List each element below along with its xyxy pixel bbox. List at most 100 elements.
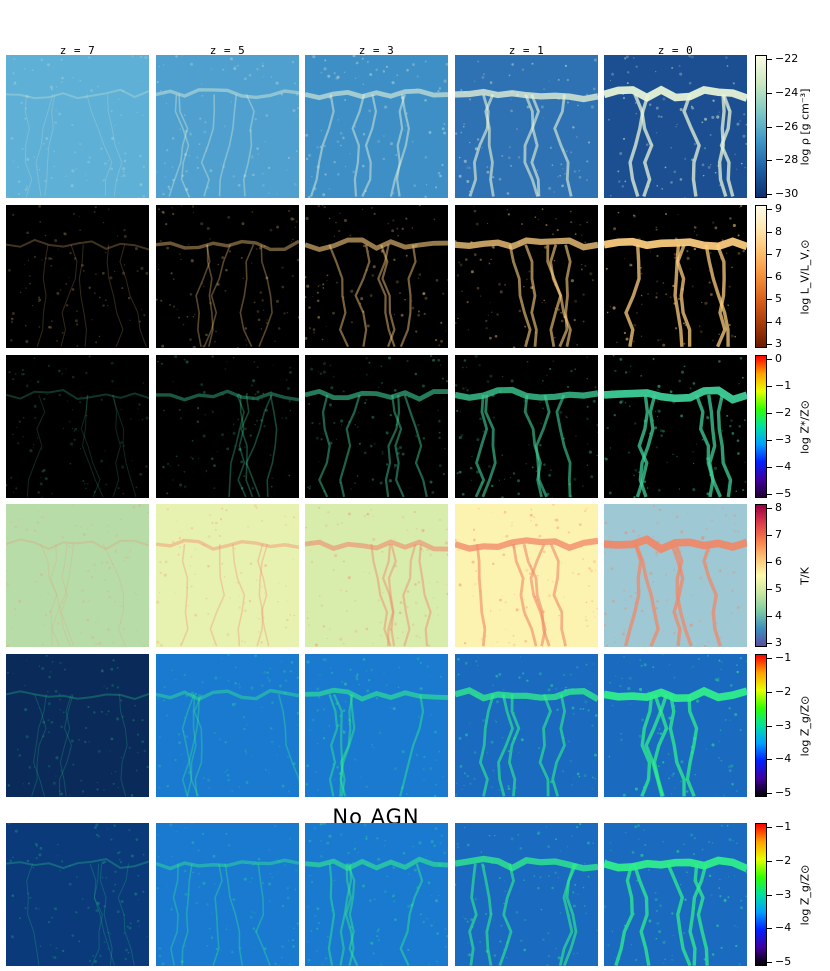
- colorbar-tick-label: 3: [775, 337, 782, 350]
- colorbar-tick-mark: [766, 860, 772, 862]
- colorbar-tick-label: 4: [775, 609, 782, 622]
- colorbar-tick-mark: [766, 643, 772, 644]
- colorbar-tick-label: 7: [775, 247, 782, 260]
- colorbar-tick-mark: [766, 440, 772, 441]
- panel-temperature-col4: [604, 504, 747, 647]
- colorbar-tick-mark: [766, 793, 772, 794]
- colorbar-tick-mark: [766, 160, 772, 162]
- panel-gas-density-col4: [604, 55, 747, 198]
- panel-stellar-luminosity-col3: [455, 205, 598, 348]
- panel-gas-metallicity-no-agn-col3: [455, 823, 598, 966]
- colorbar-tick-label: 4: [775, 314, 782, 328]
- colorbar-tick-mark: [766, 616, 772, 617]
- column-label-z5: z = 5: [209, 44, 246, 57]
- colorbar-tick-label: −2: [775, 684, 792, 698]
- panel-gas-density-col1: [156, 55, 299, 198]
- colorbar-tick-label: −1: [775, 651, 792, 664]
- column-label-z0: z = 0: [657, 44, 694, 57]
- column-label-z7: z = 7: [59, 44, 96, 57]
- colorbar-tick-mark: [766, 494, 772, 495]
- panel-stellar-luminosity-col0: [6, 205, 149, 348]
- colorbar-tick-label: −5: [775, 487, 792, 500]
- column-label-z3: z = 3: [358, 44, 395, 57]
- colorbar-tick-label: −26: [775, 119, 799, 133]
- colorbar-tick-label: −4: [775, 752, 792, 766]
- colorbar-tick-mark: [766, 508, 772, 509]
- panel-gas-density-col2: [305, 55, 448, 198]
- colorbar-tick-mark: [766, 658, 772, 659]
- panel-gas-metallicity-col3: [455, 654, 598, 797]
- colorbar-tick-mark: [766, 359, 772, 360]
- colorbar-tick-label: −30: [775, 187, 799, 200]
- colorbar-tick-mark: [766, 254, 772, 255]
- colorbar-tick-label: −3: [775, 433, 792, 446]
- colorbar-tick-mark: [766, 344, 772, 345]
- colorbar-tick-mark: [766, 92, 772, 94]
- panel-gas-metallicity-col4: [604, 654, 747, 797]
- colorbar-tick-mark: [766, 386, 772, 387]
- panel-stellar-metallicity-col1: [156, 355, 299, 498]
- colorbar-tick-label: 7: [775, 528, 782, 541]
- colorbar-tick-mark: [766, 231, 772, 233]
- colorbar-tick-label: 6: [775, 269, 782, 283]
- colorbar-tick-mark: [766, 209, 772, 210]
- colorbar-tick-mark: [766, 827, 772, 828]
- colorbar-tick-mark: [766, 725, 772, 727]
- colorbar-temperature: [755, 504, 767, 647]
- colorbar-tick-mark: [766, 962, 772, 963]
- colorbar-tick-mark: [766, 126, 772, 128]
- column-label-z1: z = 1: [508, 44, 545, 57]
- colorbar-tick-mark: [766, 299, 772, 300]
- panel-gas-density-col0: [6, 55, 149, 198]
- panel-gas-metallicity-col2: [305, 654, 448, 797]
- colorbar-tick-label: 3: [775, 636, 782, 649]
- colorbar-tick-mark: [766, 276, 772, 278]
- panel-gas-metallicity-col0: [6, 654, 149, 797]
- colorbar-tick-label: −2: [775, 406, 792, 419]
- panel-gas-density-col3: [455, 55, 598, 198]
- colorbar-tick-label: −5: [775, 955, 792, 968]
- colorbar-tick-mark: [766, 59, 772, 60]
- panel-stellar-luminosity-col2: [305, 205, 448, 348]
- colorbar-tick-mark: [766, 413, 772, 414]
- panel-gas-metallicity-no-agn-col2: [305, 823, 448, 966]
- colorbar-tick-label: 8: [775, 501, 782, 514]
- colorbar-tick-label: −28: [775, 153, 799, 167]
- colorbar-tick-mark: [766, 535, 772, 536]
- colorbar-tick-label: 6: [775, 555, 782, 568]
- colorbar-tick-label: 5: [775, 292, 782, 305]
- colorbar-tick-mark: [766, 894, 772, 896]
- colorbar-tick-mark: [766, 562, 772, 563]
- colorbar-tick-mark: [766, 467, 772, 468]
- colorbar-tick-label: 0: [775, 352, 782, 365]
- colorbar-tick-mark: [766, 194, 772, 195]
- colorbar-tick-label: −24: [775, 85, 799, 99]
- colorbar-tick-label: −3: [775, 887, 792, 901]
- colorbar-tick-label: 5: [775, 582, 782, 595]
- colorbar-tick-label: −4: [775, 921, 792, 935]
- colorbar-tick-label: −1: [775, 820, 792, 833]
- colorbar-tick-mark: [766, 589, 772, 590]
- colorbar-tick-label: 8: [775, 224, 782, 238]
- colorbar-tick-label: −5: [775, 786, 792, 799]
- colorbar-tick-label: −4: [775, 460, 792, 473]
- panel-stellar-luminosity-col1: [156, 205, 299, 348]
- colorbar-tick-label: −2: [775, 853, 792, 867]
- colorbar-tick-label: −1: [775, 379, 792, 392]
- colorbar-stellar-metallicity: [755, 355, 767, 498]
- colorbar-tick-label: −3: [775, 718, 792, 732]
- panel-gas-metallicity-col1: [156, 654, 299, 797]
- panel-stellar-metallicity-col3: [455, 355, 598, 498]
- colorbar-tick-label: 9: [775, 202, 782, 215]
- colorbar-tick-mark: [766, 928, 772, 930]
- panel-temperature-col2: [305, 504, 448, 647]
- colorbar-tick-mark: [766, 759, 772, 761]
- panel-stellar-metallicity-col4: [604, 355, 747, 498]
- panel-temperature-col0: [6, 504, 149, 647]
- panel-stellar-metallicity-col2: [305, 355, 448, 498]
- panel-stellar-luminosity-col4: [604, 205, 747, 348]
- panel-gas-metallicity-no-agn-col4: [604, 823, 747, 966]
- colorbar-tick-label: −22: [775, 52, 799, 65]
- panel-gas-metallicity-no-agn-col0: [6, 823, 149, 966]
- panel-gas-metallicity-no-agn-col1: [156, 823, 299, 966]
